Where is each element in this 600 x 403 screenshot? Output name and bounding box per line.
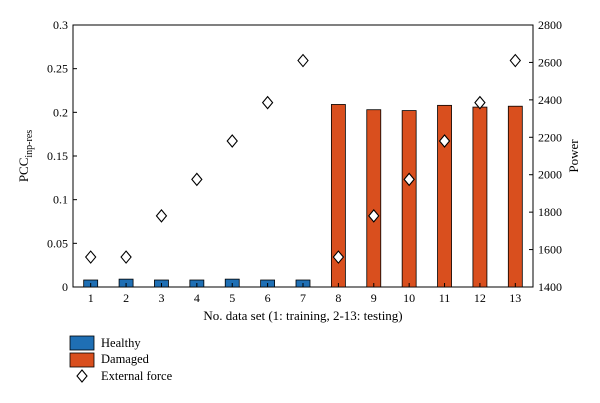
- marker-external-force-13: [509, 53, 522, 68]
- marker-external-force-1: [84, 250, 97, 264]
- y-tick-label: 0.2: [53, 105, 68, 119]
- marker-external-force-4: [191, 172, 203, 187]
- marker-external-force-7: [297, 53, 309, 68]
- x-tick-label: 6: [265, 291, 271, 305]
- y2-tick-label: 2400: [538, 93, 562, 107]
- y2-tick-label: 1400: [538, 280, 562, 294]
- marker-external-force-5: [226, 134, 238, 148]
- marker-external-force-8: [332, 250, 345, 264]
- y-tick-label: 0.15: [47, 149, 68, 163]
- x-axis-label: No. data set (1: training, 2-13: testing…: [203, 308, 402, 323]
- x-tick-label: 7: [300, 291, 306, 305]
- x-tick-label: 10: [403, 291, 415, 305]
- y2-tick-label: 2800: [538, 18, 562, 32]
- markers-layer: [84, 53, 522, 264]
- y2-tick-label: 2200: [538, 130, 562, 144]
- y-tick-label: 0: [62, 280, 68, 294]
- y2-axis-label: Power: [566, 139, 581, 173]
- legend-swatch-damaged: [69, 352, 95, 368]
- x-tick-label: 3: [158, 291, 164, 305]
- x-tick-label: 11: [439, 291, 451, 305]
- y2-tick-label: 2600: [538, 55, 562, 69]
- y2-tick-label: 1800: [538, 205, 562, 219]
- legend-label-healthy: Healthy: [101, 336, 141, 350]
- x-tick-label: 4: [194, 291, 200, 305]
- legend-swatch-healthy: [69, 335, 95, 351]
- y-tick-label: 0.1: [53, 193, 68, 207]
- y-tick-label: 0.3: [53, 18, 68, 32]
- x-tick-label: 13: [509, 291, 521, 305]
- marker-external-force-3: [155, 209, 168, 223]
- marker-external-force-2: [120, 250, 132, 264]
- y-axis-label: PCCinp-res: [16, 130, 35, 182]
- marker-external-force-9: [368, 209, 380, 223]
- x-tick-label: 8: [335, 291, 341, 305]
- marker-external-force-6: [261, 95, 274, 110]
- marker-external-force-10: [403, 172, 415, 187]
- bars-layer: [83, 104, 523, 288]
- y2-tick-label: 2000: [538, 168, 562, 182]
- x-tick-label: 9: [371, 291, 377, 305]
- bar-damaged-13: [507, 105, 523, 288]
- bar-damaged-9: [366, 109, 382, 288]
- bar-damaged-10: [401, 110, 417, 288]
- bar-damaged-12: [472, 106, 488, 288]
- legend-label-damaged: Damaged: [101, 352, 150, 366]
- bar-damaged-11: [437, 104, 452, 288]
- y2-tick-label: 1600: [538, 243, 562, 257]
- marker-external-force-12: [474, 95, 486, 110]
- legend: Healthy Damaged External force: [69, 335, 173, 383]
- legend-marker-external-force: [76, 369, 88, 383]
- x-tick-label: 5: [229, 291, 235, 305]
- marker-external-force-11: [438, 134, 451, 148]
- y-tick-label: 0.25: [47, 62, 68, 76]
- x-tick-label: 1: [88, 291, 94, 305]
- legend-label-external-force: External force: [101, 369, 173, 383]
- x-tick-label: 12: [474, 291, 486, 305]
- ticks-layer: 00.050.10.150.20.250.3140016001800200022…: [47, 18, 562, 305]
- x-tick-label: 2: [123, 291, 129, 305]
- y-tick-label: 0.05: [47, 236, 68, 250]
